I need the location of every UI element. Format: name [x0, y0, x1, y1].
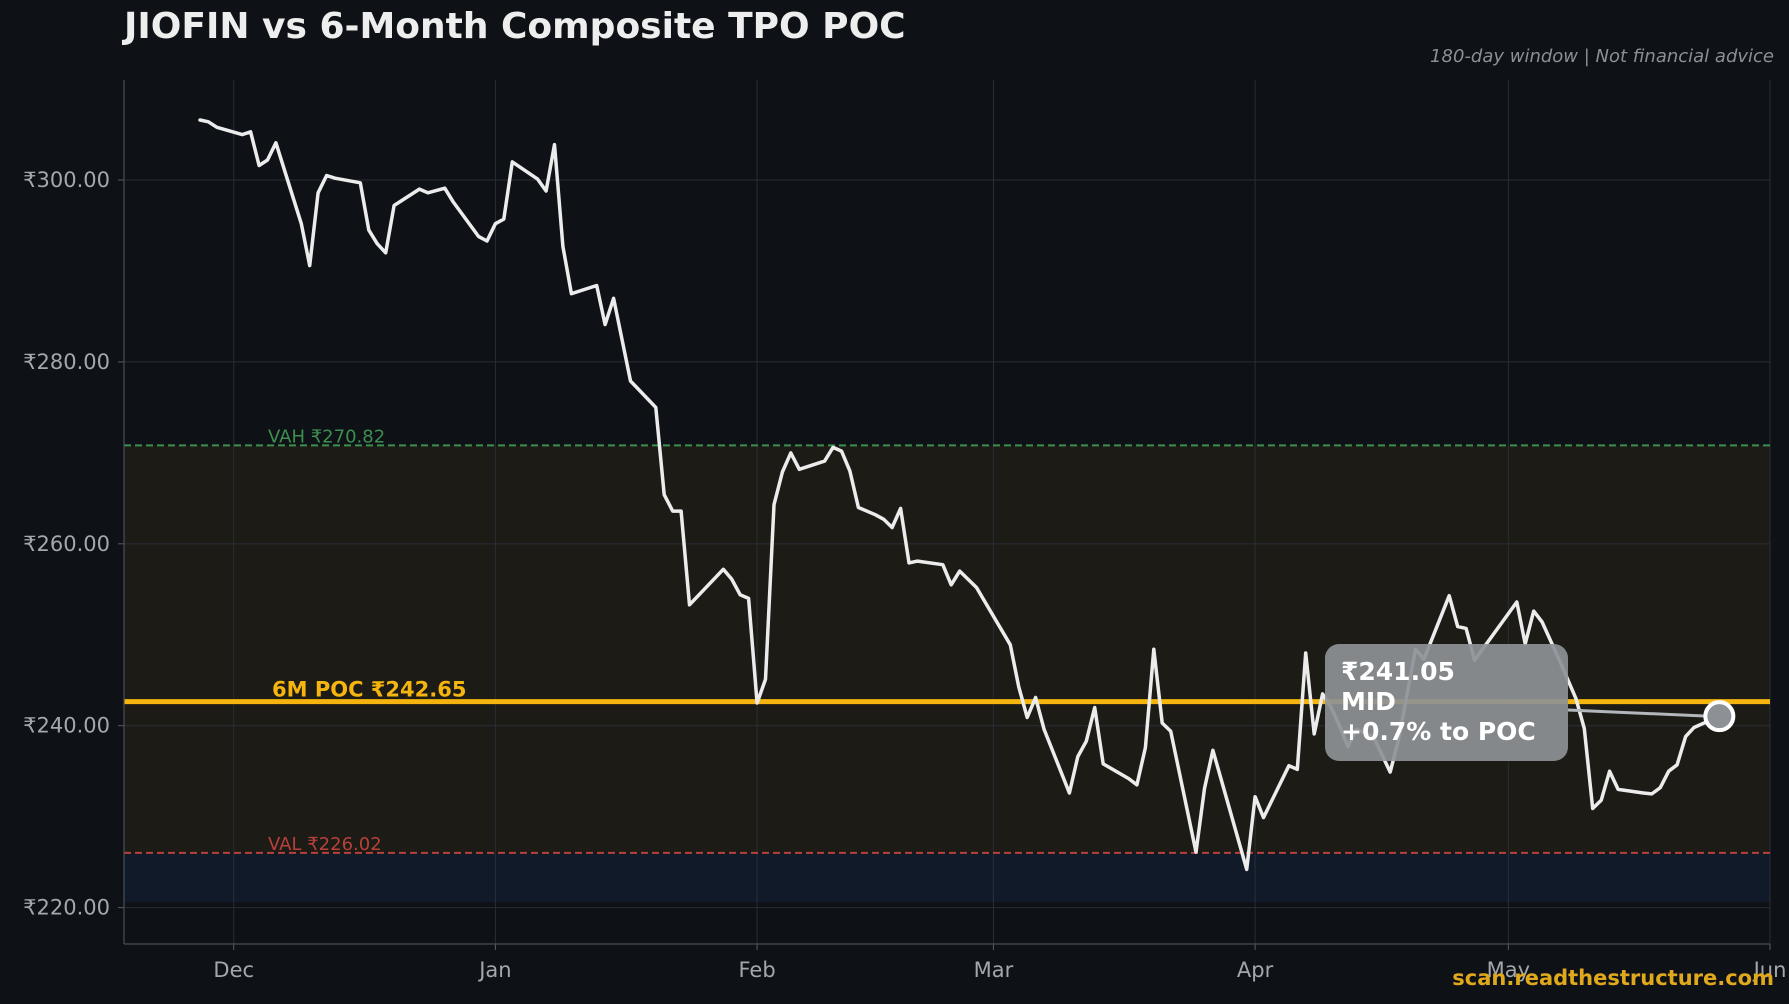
annotation-price: ₹241.05: [1341, 657, 1455, 686]
y-tick-label: ₹280.00: [23, 350, 110, 374]
y-tick-label: ₹220.00: [23, 896, 110, 920]
poc-label: 6M POC ₹242.65: [272, 678, 466, 702]
x-tick-label: May: [1487, 958, 1530, 982]
x-tick-label: Feb: [738, 958, 775, 982]
reference-lines: VAH ₹270.82 VAL ₹226.02 6M POC ₹242.65: [124, 426, 1770, 855]
y-tick-label: ₹300.00: [23, 168, 110, 192]
annotation-arrow: [1567, 708, 1708, 718]
chart-title: JIOFIN vs 6-Month Composite TPO POC: [124, 6, 906, 47]
axes: ₹220.00 ₹240.00 ₹260.00 ₹280.00 ₹300.00 Dec Ja…: [23, 80, 1786, 982]
price-series: [198, 118, 1722, 872]
grid: [124, 80, 1771, 944]
watermark: scan.readthestructure.com: [1452, 966, 1774, 990]
val-label: VAL ₹226.02: [268, 834, 382, 855]
y-tick-label: ₹240.00: [23, 714, 110, 738]
y-tick-label: ₹260.00: [23, 532, 110, 556]
below-val-band: [124, 852, 1770, 903]
x-tick-label: Jun: [1752, 958, 1787, 982]
chart-subtitle: 180-day window | Not financial advice: [1430, 46, 1774, 67]
vah-label: VAH ₹270.82: [268, 426, 385, 447]
price-line: [198, 118, 1722, 872]
x-tick-label: Dec: [213, 958, 254, 982]
x-tick-label: Jan: [477, 958, 511, 982]
annotation-box: [1325, 644, 1568, 761]
x-tick-label: Apr: [1237, 958, 1274, 982]
x-tick-label: Mar: [974, 958, 1014, 982]
annotation-state: MID: [1341, 687, 1396, 716]
annotation-distance: +0.7% to POC: [1341, 717, 1536, 746]
last-price-marker: [1703, 700, 1736, 733]
